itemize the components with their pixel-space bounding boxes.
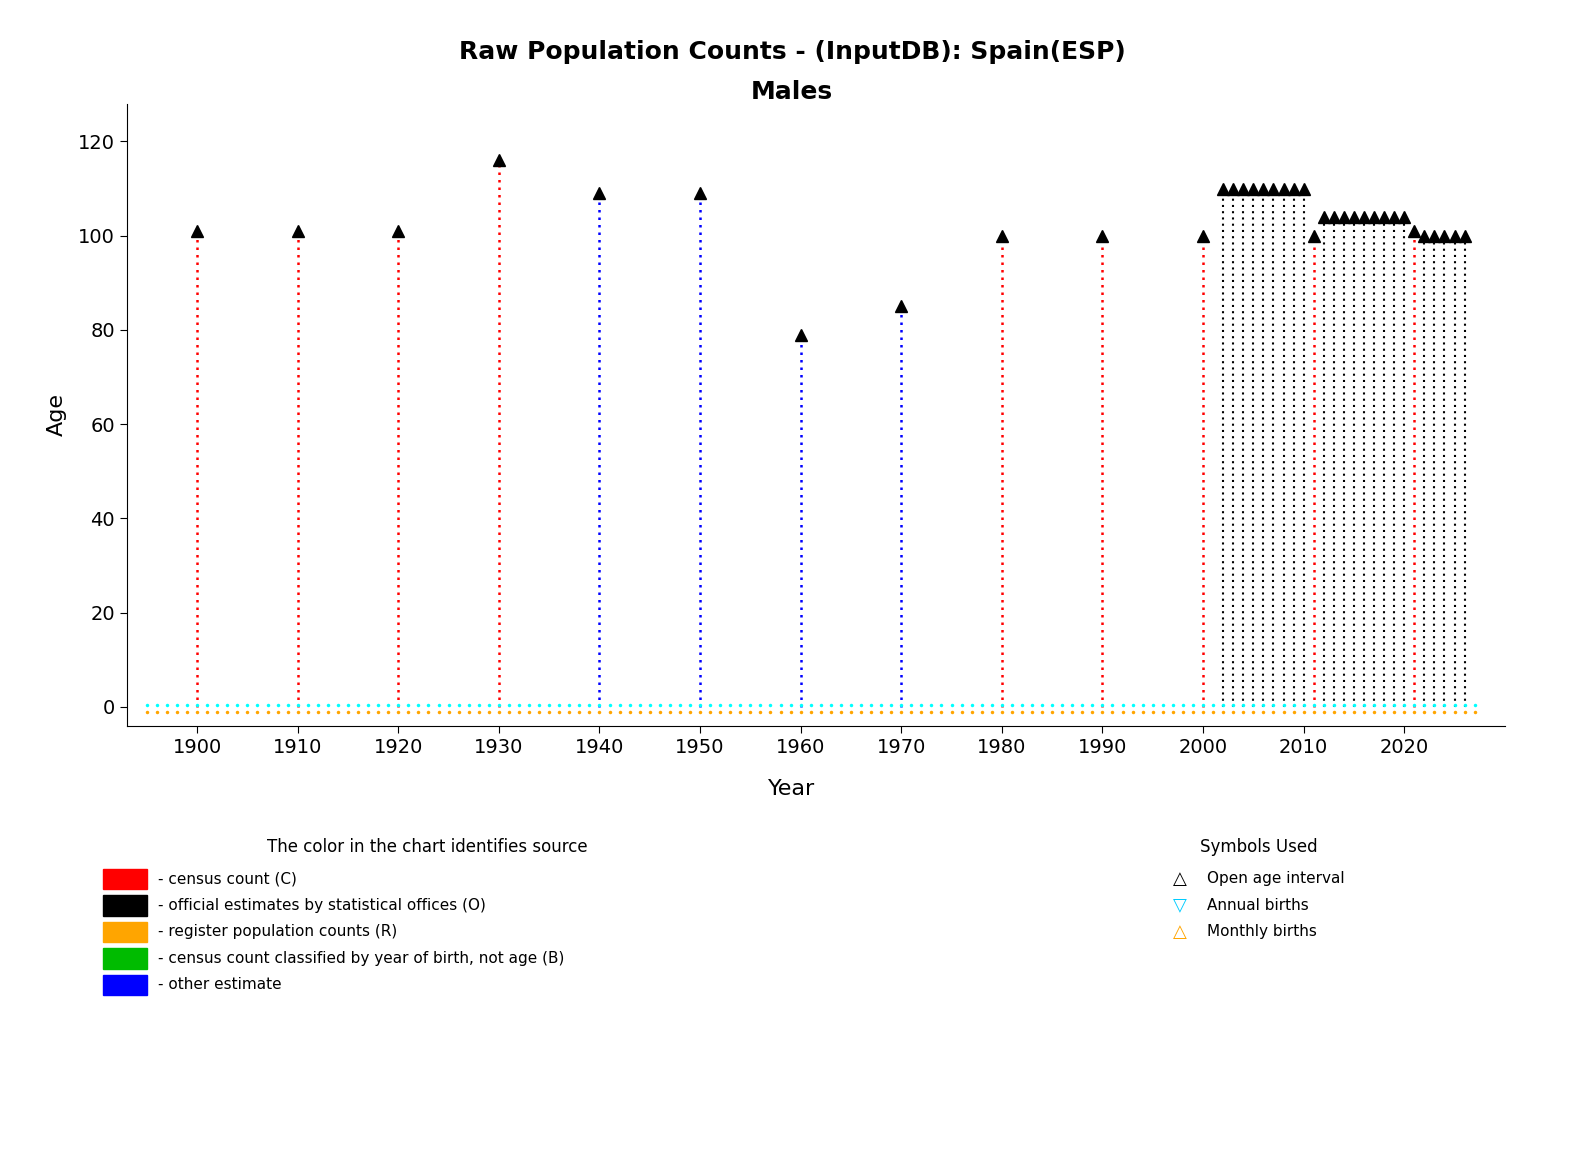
Text: - census count classified by year of birth, not age (B): - census count classified by year of bir… [158, 950, 565, 967]
Text: - official estimates by statistical offices (O): - official estimates by statistical offi… [158, 897, 486, 914]
Text: The color in the chart identifies source: The color in the chart identifies source [268, 838, 588, 856]
Text: Open age interval: Open age interval [1207, 871, 1345, 887]
Text: Males: Males [751, 81, 833, 104]
Text: Year: Year [768, 779, 816, 799]
Text: ▽: ▽ [1174, 896, 1186, 915]
Text: - other estimate: - other estimate [158, 977, 282, 993]
Y-axis label: Age: Age [48, 393, 67, 437]
Text: Annual births: Annual births [1207, 897, 1308, 914]
Text: Raw Population Counts - (InputDB): Spain(ESP): Raw Population Counts - (InputDB): Spain… [459, 40, 1125, 63]
Text: Monthly births: Monthly births [1207, 924, 1316, 940]
Text: - census count (C): - census count (C) [158, 871, 298, 887]
Text: Symbols Used: Symbols Used [1201, 838, 1318, 856]
Text: △: △ [1174, 870, 1186, 888]
Text: - register population counts (R): - register population counts (R) [158, 924, 398, 940]
Text: △: △ [1174, 923, 1186, 941]
